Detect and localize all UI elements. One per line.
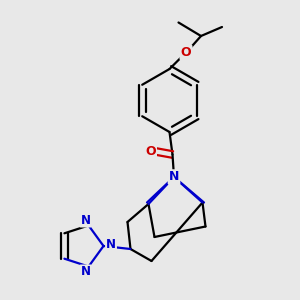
Text: N: N — [169, 170, 179, 184]
Text: O: O — [181, 46, 191, 59]
Text: N: N — [106, 238, 116, 251]
Text: N: N — [169, 170, 179, 184]
Text: N: N — [81, 214, 91, 226]
Text: O: O — [145, 145, 156, 158]
Text: O: O — [145, 145, 156, 158]
Text: N: N — [81, 266, 91, 278]
Text: O: O — [181, 46, 191, 59]
